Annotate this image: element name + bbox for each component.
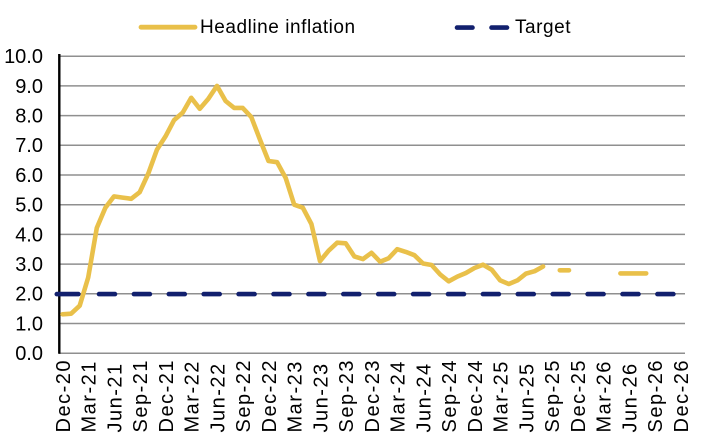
svg-text:Jun-21: Jun-21 [104, 362, 126, 432]
svg-text:7.0: 7.0 [15, 135, 43, 157]
svg-text:Jun-23: Jun-23 [310, 362, 332, 432]
svg-text:Dec-26: Dec-26 [671, 359, 693, 432]
svg-text:Mar-23: Mar-23 [285, 360, 307, 432]
svg-text:Sep-26: Sep-26 [645, 359, 667, 433]
svg-text:Jun-26: Jun-26 [619, 362, 641, 432]
svg-text:Headline inflation: Headline inflation [200, 17, 356, 38]
svg-text:Jun-25: Jun-25 [516, 362, 538, 432]
svg-text:Sep-22: Sep-22 [233, 359, 255, 433]
svg-text:0.0: 0.0 [15, 343, 43, 365]
svg-text:Mar-25: Mar-25 [491, 360, 513, 432]
svg-text:Sep-23: Sep-23 [336, 359, 358, 433]
svg-text:9.0: 9.0 [15, 76, 43, 98]
svg-text:Dec-20: Dec-20 [53, 359, 75, 432]
svg-text:Sep-21: Sep-21 [130, 359, 152, 433]
svg-text:3.0: 3.0 [15, 254, 43, 276]
svg-text:Jun-22: Jun-22 [207, 362, 229, 432]
svg-text:Jun-24: Jun-24 [413, 362, 435, 432]
svg-text:1.0: 1.0 [15, 313, 43, 335]
svg-text:6.0: 6.0 [15, 165, 43, 187]
svg-text:Target: Target [515, 17, 571, 38]
svg-text:Mar-26: Mar-26 [594, 360, 616, 432]
svg-text:8.0: 8.0 [15, 106, 43, 128]
svg-text:Mar-21: Mar-21 [79, 360, 101, 432]
svg-text:Dec-24: Dec-24 [465, 359, 487, 432]
svg-text:Dec-22: Dec-22 [259, 359, 281, 432]
svg-text:Dec-23: Dec-23 [362, 359, 384, 432]
svg-text:10.0: 10.0 [4, 46, 43, 68]
svg-text:5.0: 5.0 [15, 195, 43, 217]
svg-text:Dec-21: Dec-21 [156, 359, 178, 432]
svg-text:4.0: 4.0 [15, 224, 43, 246]
svg-text:Sep-24: Sep-24 [439, 359, 461, 433]
svg-text:Sep-25: Sep-25 [542, 359, 564, 433]
svg-text:Dec-25: Dec-25 [568, 359, 590, 432]
svg-text:Mar-22: Mar-22 [182, 360, 204, 432]
svg-text:Mar-24: Mar-24 [388, 360, 410, 432]
svg-text:2.0: 2.0 [15, 284, 43, 306]
